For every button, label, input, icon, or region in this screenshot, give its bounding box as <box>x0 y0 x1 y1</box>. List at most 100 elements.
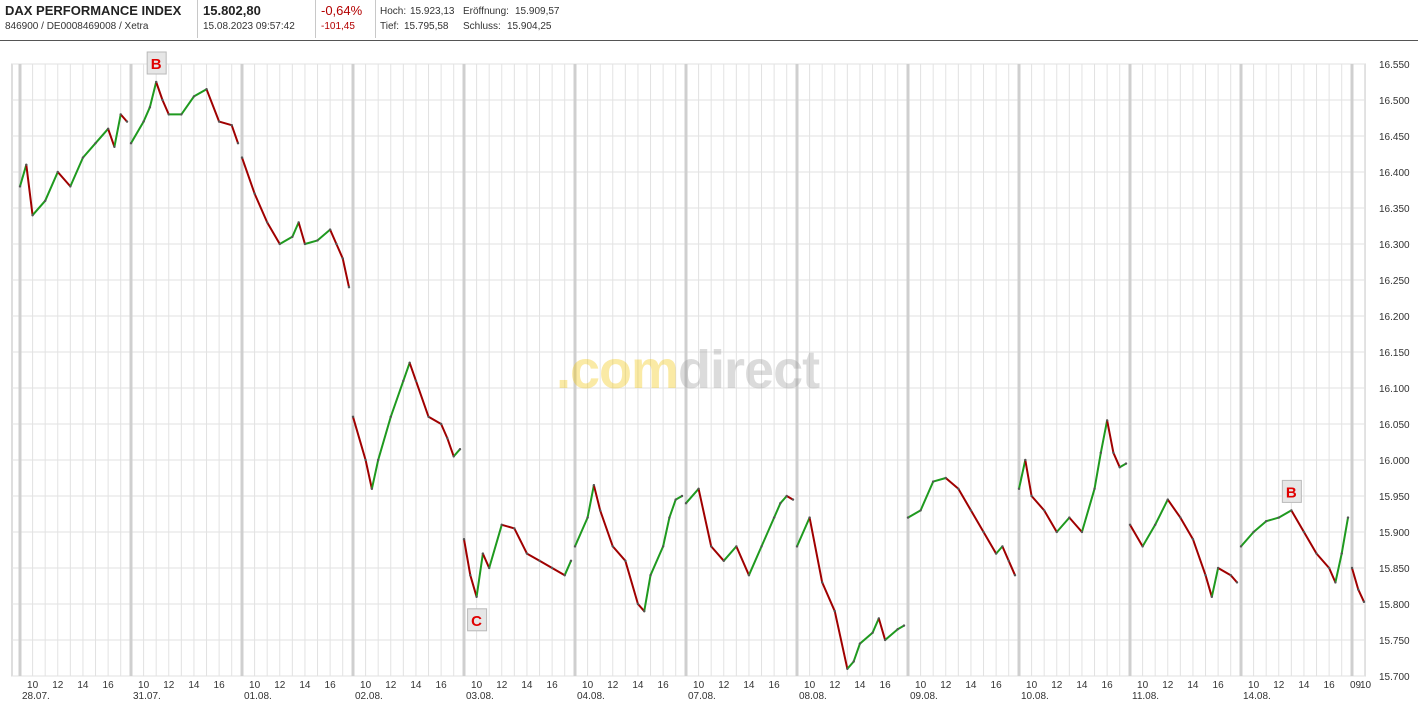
y-tick-label: 15.900 <box>1379 528 1410 539</box>
price-point <box>877 617 881 620</box>
x-day-label: 07.08. <box>688 691 716 702</box>
price-point <box>883 638 887 642</box>
price-segment <box>161 99 170 116</box>
x-day-label: 03.08. <box>466 691 494 702</box>
price-point <box>550 566 554 570</box>
price-segment <box>969 509 985 533</box>
price-segment <box>611 545 627 562</box>
price-point <box>846 667 849 670</box>
x-hour-label: 10 <box>1248 680 1260 691</box>
price-point <box>1277 516 1280 519</box>
price-segment <box>297 221 306 245</box>
price-point <box>1080 530 1084 534</box>
price-point <box>649 574 652 577</box>
price-point <box>569 559 573 562</box>
price-point <box>1013 574 1017 577</box>
price-point <box>81 156 85 159</box>
price-point <box>1357 588 1360 591</box>
price-segment <box>488 523 503 569</box>
price-segment <box>94 127 110 145</box>
price-segment <box>919 480 935 512</box>
last-price: 15.802,80 <box>203 3 261 18</box>
price-point <box>458 448 462 451</box>
price-segment <box>1357 588 1365 603</box>
price-point <box>370 487 374 490</box>
price-point <box>1191 538 1195 541</box>
price-point <box>1093 487 1096 490</box>
price-segment <box>808 516 824 584</box>
price-point <box>1239 545 1243 548</box>
price-point <box>1290 509 1293 512</box>
x-hour-label: 16 <box>658 680 670 691</box>
x-hour-label: 14 <box>299 680 311 691</box>
price-segment <box>574 516 589 548</box>
price-point <box>1334 581 1337 584</box>
watermark: .comdirect <box>556 340 821 400</box>
price-point <box>1340 552 1343 555</box>
y-tick-label: 16.150 <box>1379 348 1410 359</box>
price-point <box>43 199 47 202</box>
price-point <box>129 142 133 145</box>
price-point <box>969 509 973 512</box>
price-point <box>1216 566 1220 570</box>
price-point <box>919 509 922 512</box>
annotation-box <box>467 608 488 632</box>
price-segment <box>352 415 367 461</box>
x-hour-label: 14 <box>965 680 977 691</box>
instrument-cell: DAX PERFORMANCE INDEX 846900 / DE0008469… <box>0 0 198 38</box>
price-point <box>624 559 627 562</box>
price-point <box>760 545 763 548</box>
price-segment <box>1007 559 1016 577</box>
price-segment <box>779 495 788 505</box>
x-day-label: 11.08. <box>1132 691 1159 702</box>
open-label: Eröffnung: <box>463 6 509 17</box>
price-segment <box>513 527 528 555</box>
price-segment <box>1112 451 1121 469</box>
x-hour-label: 14 <box>632 680 644 691</box>
instrument-title: DAX PERFORMANCE INDEX <box>5 3 182 18</box>
x-hour-label: 12 <box>1273 680 1285 691</box>
plot-area <box>11 63 1366 677</box>
price-point <box>119 113 122 116</box>
price-segment <box>674 495 683 501</box>
x-hour-label: 12 <box>274 680 286 691</box>
price-segment <box>56 171 72 188</box>
price-segment <box>1315 552 1331 569</box>
price-segment <box>1024 459 1033 497</box>
price-segment <box>1252 520 1268 533</box>
price-point <box>217 120 221 123</box>
price-segment <box>1210 567 1220 598</box>
price-point <box>439 422 443 426</box>
y-tick-label: 16.450 <box>1379 132 1410 143</box>
x-day-label: 14.08. <box>1243 691 1271 702</box>
price-series <box>18 80 1366 670</box>
price-segment <box>44 171 59 202</box>
price-segment <box>735 545 750 577</box>
price-segment <box>796 516 811 548</box>
y-tick-label: 15.950 <box>1379 492 1410 503</box>
price-point <box>1099 451 1103 454</box>
price-point <box>452 455 455 458</box>
y-tick-label: 16.050 <box>1379 420 1410 431</box>
x-day-label: 28.07. <box>22 691 50 702</box>
price-segment <box>475 552 484 598</box>
price-segment <box>877 617 887 641</box>
price-point <box>598 509 602 512</box>
price-point <box>1068 516 1071 519</box>
price-segment <box>1043 509 1058 533</box>
price-point <box>735 545 738 548</box>
price-segment <box>649 545 665 577</box>
price-segment <box>303 239 319 245</box>
price-point <box>500 523 503 526</box>
y-tick-label: 16.550 <box>1379 60 1410 71</box>
x-hour-label: 14 <box>1187 680 1199 691</box>
price-segment <box>463 538 472 577</box>
x-hour-label: 12 <box>607 680 619 691</box>
price-segment <box>408 361 417 382</box>
instrument-ids: 846900 / DE0008469008 / Xetra <box>5 21 149 32</box>
price-point <box>1017 487 1021 490</box>
price-segment <box>1328 567 1337 584</box>
price-point <box>167 113 170 116</box>
change-absolute: -101,45 <box>321 21 355 32</box>
price-point <box>538 559 541 562</box>
